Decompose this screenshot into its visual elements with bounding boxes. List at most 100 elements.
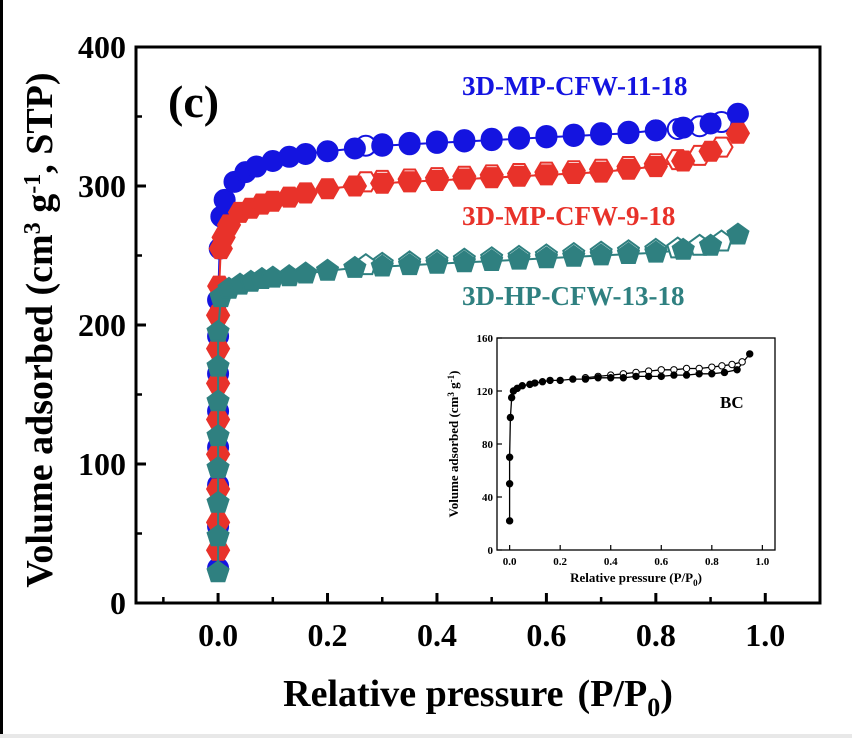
adsorption-point: [315, 178, 340, 200]
inset-adsorption-point: [632, 372, 640, 381]
adsorption-point: [294, 261, 318, 284]
inset-adsorption-point: [670, 371, 678, 379]
inset-x-tick-label: 1.0: [755, 556, 769, 568]
inset-x-axis-label: Relative pressure (P/P0): [570, 570, 702, 588]
adsorption-point: [453, 130, 476, 153]
inset-adsorption-point: [657, 372, 665, 381]
adsorption-point: [725, 122, 751, 144]
y-tick-label: 300: [78, 168, 126, 204]
legend-series-3: 3D-HP-CFW-13-18: [462, 281, 684, 311]
left-border: [0, 0, 3, 738]
adsorption-point: [506, 165, 532, 187]
inset-adsorption-point: [720, 368, 729, 377]
inset-adsorption-point: [531, 379, 539, 387]
inset-adsorption-point: [746, 350, 754, 358]
adsorption-point: [425, 251, 449, 274]
inset-adsorption-point: [607, 374, 615, 382]
inset-adsorption-point: [682, 371, 691, 379]
adsorption-point: [397, 252, 422, 276]
inset-x-tick-label: 0.0: [503, 556, 517, 568]
inset-y-tick-label: 80: [482, 439, 494, 451]
inset-desorption-point: [682, 364, 691, 373]
adsorption-point: [671, 237, 695, 260]
inset-adsorption-point: [733, 366, 741, 374]
legend-series-1: 3D-MP-CFW-11-18: [462, 71, 687, 101]
panel-label: (c): [168, 76, 219, 127]
adsorption-point: [508, 127, 531, 150]
inset-adsorption-point: [505, 480, 514, 488]
adsorption-point: [343, 255, 367, 278]
adsorption-point: [589, 243, 613, 266]
adsorption-point: [698, 140, 723, 162]
x-tick-label: 1.0: [745, 617, 785, 653]
inset-adsorption-point: [708, 370, 716, 378]
inset-y-tick-label: 40: [482, 492, 494, 504]
legend-series-2: 3D-MP-CFW-9-18: [462, 201, 675, 231]
adsorption-point: [206, 524, 230, 547]
y-tick-label: 0: [110, 585, 126, 621]
inset-adsorption-point: [594, 374, 602, 382]
adsorption-point: [698, 233, 723, 256]
y-tick-label: 200: [78, 307, 126, 343]
inset-adsorption-point: [507, 393, 516, 402]
adsorption-point: [293, 182, 318, 204]
y-tick-label: 400: [78, 29, 126, 65]
adsorption-point: [535, 126, 558, 149]
inset-ticks: 0.0 0.2 0.4 0.6 0.8 1.0 0 40 80 120 160: [477, 333, 770, 568]
inset-y-axis-label: Volume adsorbed (cm3 g-1): [446, 371, 461, 518]
x-tick-label: 0.8: [636, 617, 676, 653]
inset-adsorption-point: [644, 372, 653, 381]
adsorption-point: [644, 240, 668, 263]
inset-desorption-point: [728, 360, 736, 369]
inset-desorption-point: [718, 362, 726, 370]
adsorption-point: [616, 158, 641, 180]
adsorption-point: [206, 389, 230, 412]
adsorption-point: [315, 258, 340, 281]
adsorption-point: [562, 124, 585, 147]
adsorption-point: [644, 119, 667, 142]
adsorption-point: [206, 490, 230, 513]
inset-adsorption-point: [695, 370, 703, 378]
adsorption-point: [617, 122, 640, 145]
x-tick-label: 0.6: [526, 617, 566, 653]
y-tick-label: 100: [78, 446, 126, 482]
adsorption-point: [699, 112, 722, 135]
adsorption-point: [507, 247, 531, 270]
adsorption-point: [206, 455, 230, 479]
inset-desorption-point: [657, 366, 665, 374]
inset-adsorption-point: [538, 378, 547, 386]
adsorption-point: [616, 241, 641, 264]
inset-adsorption-point: [619, 374, 628, 382]
inset-y-tick-label: 160: [477, 333, 494, 345]
adsorption-point: [479, 167, 504, 189]
adsorption-point: [397, 171, 422, 193]
adsorption-point: [342, 175, 368, 197]
inset-x-tick-label: 0.2: [553, 556, 567, 568]
adsorption-point: [294, 143, 317, 166]
inset-y-tick-label: 120: [477, 386, 494, 398]
adsorption-point: [452, 168, 477, 190]
adsorption-point: [588, 161, 614, 183]
adsorption-point: [424, 169, 450, 191]
bottom-border: [0, 734, 852, 738]
adsorption-point: [316, 140, 339, 163]
adsorption-point: [206, 423, 230, 447]
adsorption-point: [562, 244, 586, 267]
adsorption-point: [370, 172, 395, 194]
inset-x-tick-label: 0.6: [654, 556, 668, 568]
adsorption-point: [671, 150, 696, 172]
series-3: [206, 222, 750, 583]
adsorption-point: [561, 163, 586, 184]
inset-adsorption-point: [518, 382, 526, 390]
adsorption-point: [343, 137, 366, 160]
inset-series-label: BC: [720, 393, 744, 412]
adsorption-point: [206, 560, 230, 583]
inset-desorption-point: [708, 363, 716, 371]
inset-series: [505, 350, 754, 525]
adsorption-point: [590, 123, 613, 146]
inset-adsorption-point: [556, 376, 564, 385]
adsorption-point: [370, 254, 394, 277]
adsorption-point: [726, 222, 750, 245]
